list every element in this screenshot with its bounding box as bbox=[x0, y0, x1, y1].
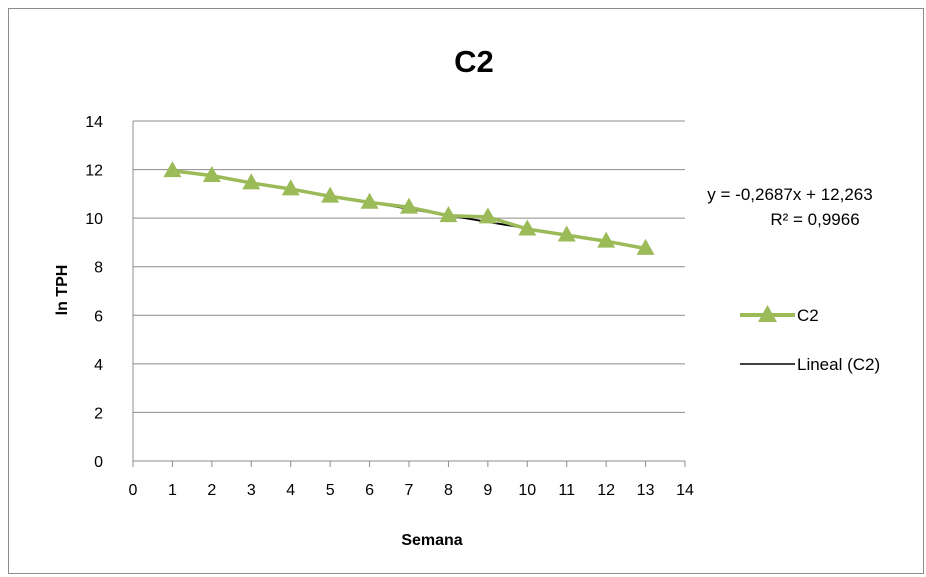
chart-title: C2 bbox=[454, 44, 494, 79]
data-point-10 bbox=[518, 219, 537, 236]
data-point-3 bbox=[242, 173, 261, 190]
x-tick-label-11: 11 bbox=[558, 482, 575, 499]
x-tick-label-13: 13 bbox=[637, 482, 655, 499]
legend-item-c2: C2 bbox=[740, 305, 819, 325]
data-point-13 bbox=[636, 238, 655, 255]
x-tick-label-9: 9 bbox=[483, 482, 492, 499]
y-tick-label-8: 8 bbox=[94, 260, 103, 277]
x-tick-label-10: 10 bbox=[518, 482, 536, 499]
data-point-8 bbox=[439, 206, 458, 223]
y-tick-label-2: 2 bbox=[94, 405, 103, 422]
x-tick-label-2: 2 bbox=[207, 482, 216, 499]
x-tick-label-3: 3 bbox=[247, 482, 256, 499]
x-tick-label-1: 1 bbox=[168, 482, 177, 499]
data-point-12 bbox=[597, 231, 616, 248]
data-point-5 bbox=[321, 186, 340, 203]
legend-label-lineal: Lineal (C2) bbox=[797, 355, 880, 374]
data-point-2 bbox=[202, 166, 221, 183]
data-point-4 bbox=[281, 179, 300, 196]
trendline-r-squared: R² = 0,9966 bbox=[770, 210, 859, 229]
series-c2 bbox=[163, 161, 655, 255]
legend-swatch-c2-marker bbox=[758, 305, 777, 322]
trendline-equation: y = -0,2687x + 12,263 bbox=[707, 185, 872, 204]
axes bbox=[132, 121, 686, 467]
x-tick-label-8: 8 bbox=[444, 482, 453, 499]
legend: C2 Lineal (C2) bbox=[740, 305, 880, 374]
x-axis-title: Semana bbox=[401, 532, 462, 549]
x-tick-labels: 0 1 2 3 4 5 6 7 8 9 10 11 12 13 14 bbox=[129, 482, 694, 499]
y-tick-label-10: 10 bbox=[85, 211, 103, 228]
gridlines bbox=[133, 120, 685, 413]
data-point-9 bbox=[478, 207, 497, 224]
legend-label-c2: C2 bbox=[797, 306, 819, 325]
x-tick-label-0: 0 bbox=[129, 482, 138, 499]
x-tick-label-5: 5 bbox=[326, 482, 335, 499]
y-tick-label-6: 6 bbox=[94, 308, 103, 325]
y-tick-label-12: 12 bbox=[85, 163, 103, 180]
data-point-1 bbox=[163, 161, 182, 178]
legend-item-lineal: Lineal (C2) bbox=[740, 355, 880, 374]
y-tick-labels: 0 2 4 6 8 10 12 14 bbox=[85, 114, 103, 471]
x-tick-label-12: 12 bbox=[597, 482, 615, 499]
y-tick-label-4: 4 bbox=[94, 357, 103, 374]
y-axis-title: ln TPH bbox=[54, 265, 71, 316]
x-tick-label-4: 4 bbox=[286, 482, 295, 499]
data-point-11 bbox=[557, 225, 576, 242]
data-point-6 bbox=[360, 192, 379, 209]
y-tick-label-14: 14 bbox=[85, 114, 103, 131]
data-point-7 bbox=[400, 197, 418, 214]
x-tick-label-14: 14 bbox=[676, 482, 694, 499]
x-tick-label-7: 7 bbox=[405, 482, 414, 499]
chart-frame bbox=[8, 8, 924, 574]
y-tick-label-0: 0 bbox=[94, 454, 103, 471]
x-tick-label-6: 6 bbox=[365, 482, 374, 499]
